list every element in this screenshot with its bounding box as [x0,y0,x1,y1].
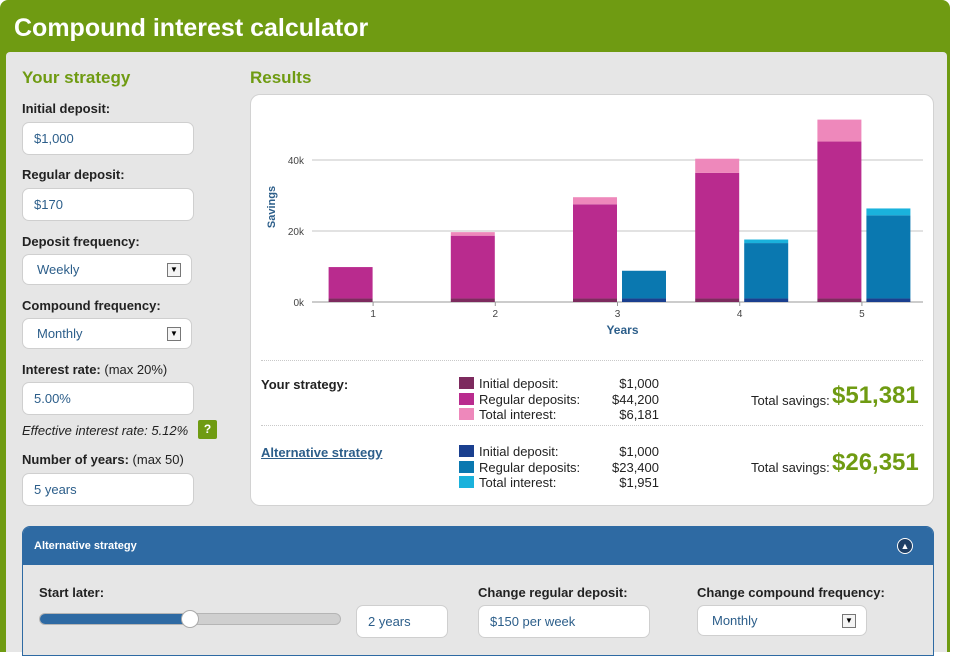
divider [261,425,923,426]
alt-strategy-legend-name: Initial deposit: [479,444,559,459]
strategy-heading: Your strategy [22,68,131,87]
alt-strategy-legend-name: Total interest: [479,475,557,490]
alt-strategy-legend-value: $1,000 [619,444,659,459]
alt-strategy-legend-value: $1,951 [619,475,659,490]
regular-deposit-label: Regular deposit: [22,167,125,182]
regular-deposit-input[interactable]: $170 [22,188,194,221]
alt-bar-segment [622,298,666,302]
alternative-strategy-link[interactable]: Alternative strategy [261,445,383,460]
results-panel: 0k 20k 40k Savings 1 2 3 4 5 Years Your strategy:… [250,94,934,506]
your-strategy-label: Your strategy: [261,377,349,392]
x-tick-label: 3 [615,309,621,320]
alternative-strategy-panel: Alternative strategy ▲ Start later: 2 ye… [22,526,934,656]
your-bar-segment [450,298,495,302]
your-total-value: $51,381 [832,382,919,409]
your-bar-segment [695,158,740,173]
interest-rate-input[interactable]: 5.00% [22,382,194,415]
alt-bar-segment [744,298,789,302]
alt-panel-title: Alternative strategy [34,540,137,552]
your-bar-segment [450,232,495,236]
x-tick-label: 1 [370,309,376,320]
your-total-label: Total savings: [751,393,830,408]
savings-chart: 0k 20k 40k Savings 1 2 3 4 5 Years [266,119,923,337]
page-title: Compound interest calculator [14,14,369,42]
your-bar-segment [695,298,740,302]
compound-frequency-label: Compound frequency: [22,298,161,313]
alt-bar-segment [866,298,911,302]
y-tick-label: 40k [288,156,305,167]
dropdown-arrow-icon: ▼ [167,262,181,277]
years-label: Number of years: (max 50) [22,452,184,467]
your-bar-segment [695,172,740,299]
alt-bar-segment [744,239,789,244]
alt-strategy-legend-value: $23,400 [612,459,659,475]
y-tick-label: 0k [293,298,305,309]
x-tick-label: 2 [493,309,499,320]
your-bar-segment [450,235,495,299]
change-compound-label: Change compound frequency: [697,585,885,600]
x-tick-label: 5 [859,309,865,320]
alt-strategy-legend-swatch [459,445,474,457]
alt-bar-segment [866,215,911,299]
change-deposit-input[interactable]: $150 per week [478,605,650,638]
alt-total-label: Total savings: [751,460,830,475]
your-bar-segment [573,197,617,205]
your-bar-segment [573,298,617,302]
deposit-frequency-select[interactable]: Weekly ▼ [22,254,192,285]
your-strategy-legend-value: $1,000 [619,376,659,391]
alt-strategy-legend-name: Regular deposits: [479,459,581,475]
change-deposit-label: Change regular deposit: [478,585,628,600]
effective-rate-text: Effective interest rate: 5.12% [22,423,189,438]
compound-frequency-select[interactable]: Monthly ▼ [22,318,192,349]
y-tick-label: 20k [288,227,305,238]
your-strategy-legend-name: Total interest: [479,407,557,422]
your-bar-segment [817,141,862,299]
your-bar-segment [328,298,373,302]
x-tick-label: 4 [737,309,743,320]
your-strategy-legend-value: $44,200 [612,391,659,407]
your-strategy-legend-swatch [459,408,474,420]
years-input[interactable]: 5 years [22,473,194,506]
alt-bar-segment [866,208,911,216]
start-later-label: Start later: [39,585,105,600]
start-later-input[interactable]: 2 years [356,605,448,638]
your-bar-segment [817,119,862,142]
initial-deposit-label: Initial deposit: [22,101,111,116]
your-strategy-legend-name: Initial deposit: [479,376,559,391]
your-strategy-legend-value: $6,181 [619,407,659,422]
your-bar-segment [817,298,862,302]
alt-bar-segment [622,270,666,299]
your-strategy-legend-swatch [459,392,474,405]
y-axis-label: Savings [266,186,278,228]
help-icon[interactable]: ? [198,420,217,439]
alt-strategy-legend-swatch [459,460,474,473]
slider-fill [40,614,191,624]
change-compound-select[interactable]: Monthly ▼ [697,605,867,636]
change-compound-value: Monthly [712,613,758,628]
chevron-up-icon[interactable]: ▲ [897,538,913,554]
divider [261,360,923,361]
alt-strategy-legend-swatch [459,476,474,488]
deposit-frequency-label: Deposit frequency: [22,234,140,249]
your-bar-segment [573,204,617,299]
dropdown-arrow-icon: ▼ [842,613,856,628]
alt-bar-segment [744,243,789,299]
deposit-frequency-value: Weekly [37,262,80,277]
alt-panel-header[interactable]: Alternative strategy ▲ [23,527,933,565]
interest-rate-label: Interest rate: (max 20%) [22,362,168,377]
alt-total-value: $26,351 [832,449,919,476]
your-strategy-legend-swatch [459,377,474,389]
your-strategy-legend-name: Regular deposits: [479,391,581,407]
initial-deposit-input[interactable]: $1,000 [22,122,194,155]
dropdown-arrow-icon: ▼ [167,326,181,341]
x-axis-label: Years [606,323,638,337]
results-heading: Results [250,68,312,87]
slider-handle[interactable] [181,610,199,628]
your-bar-segment [328,267,373,299]
compound-frequency-value: Monthly [37,326,83,341]
